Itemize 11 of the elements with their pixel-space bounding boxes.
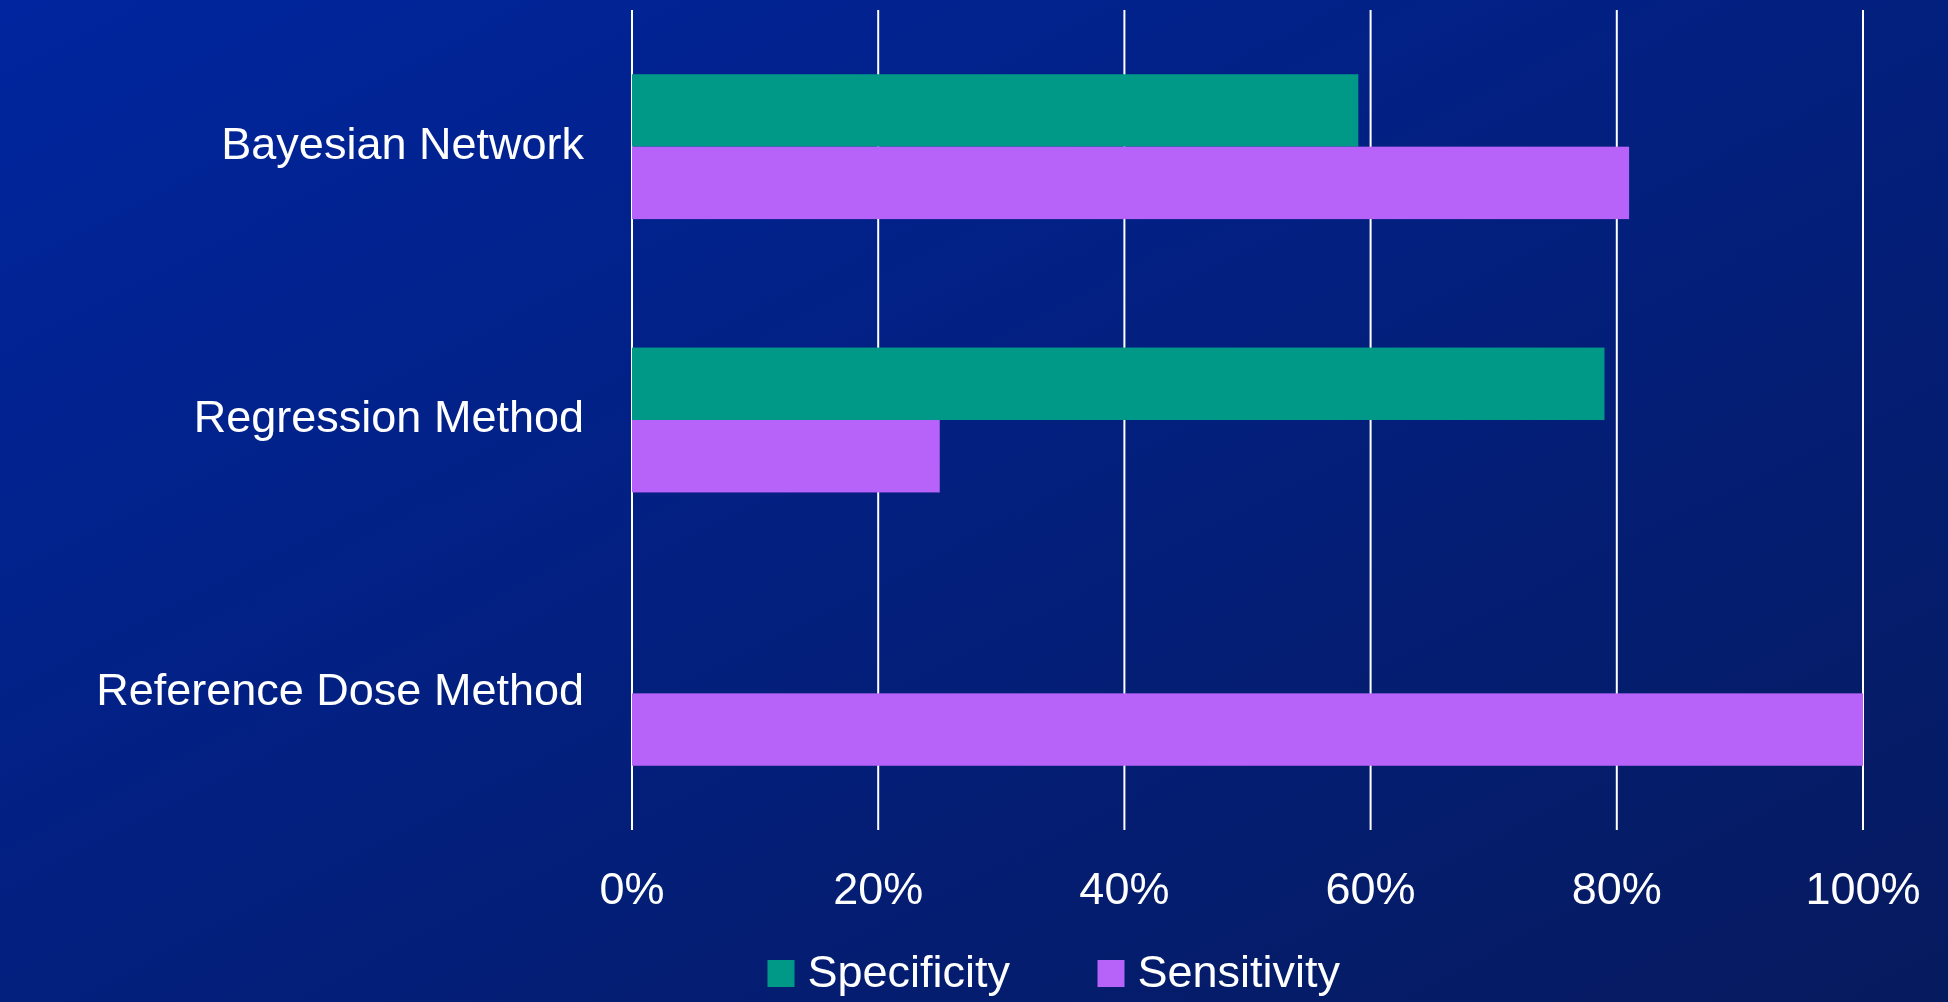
x-tick-label: 0% [599, 862, 665, 914]
x-tick-label: 40% [1079, 862, 1170, 914]
legend-label: Sensitivity [1137, 945, 1341, 997]
y-tick-label: Bayesian Network [221, 117, 585, 169]
x-tick-label: 60% [1325, 862, 1416, 914]
legend-label: Specificity [807, 945, 1011, 997]
x-tick-label: 20% [833, 862, 924, 914]
y-tick-label: Regression Method [193, 390, 584, 442]
x-tick-label: 100% [1805, 862, 1921, 914]
y-tick-label: Reference Dose Method [96, 664, 584, 716]
x-tick-label: 80% [1571, 862, 1662, 914]
